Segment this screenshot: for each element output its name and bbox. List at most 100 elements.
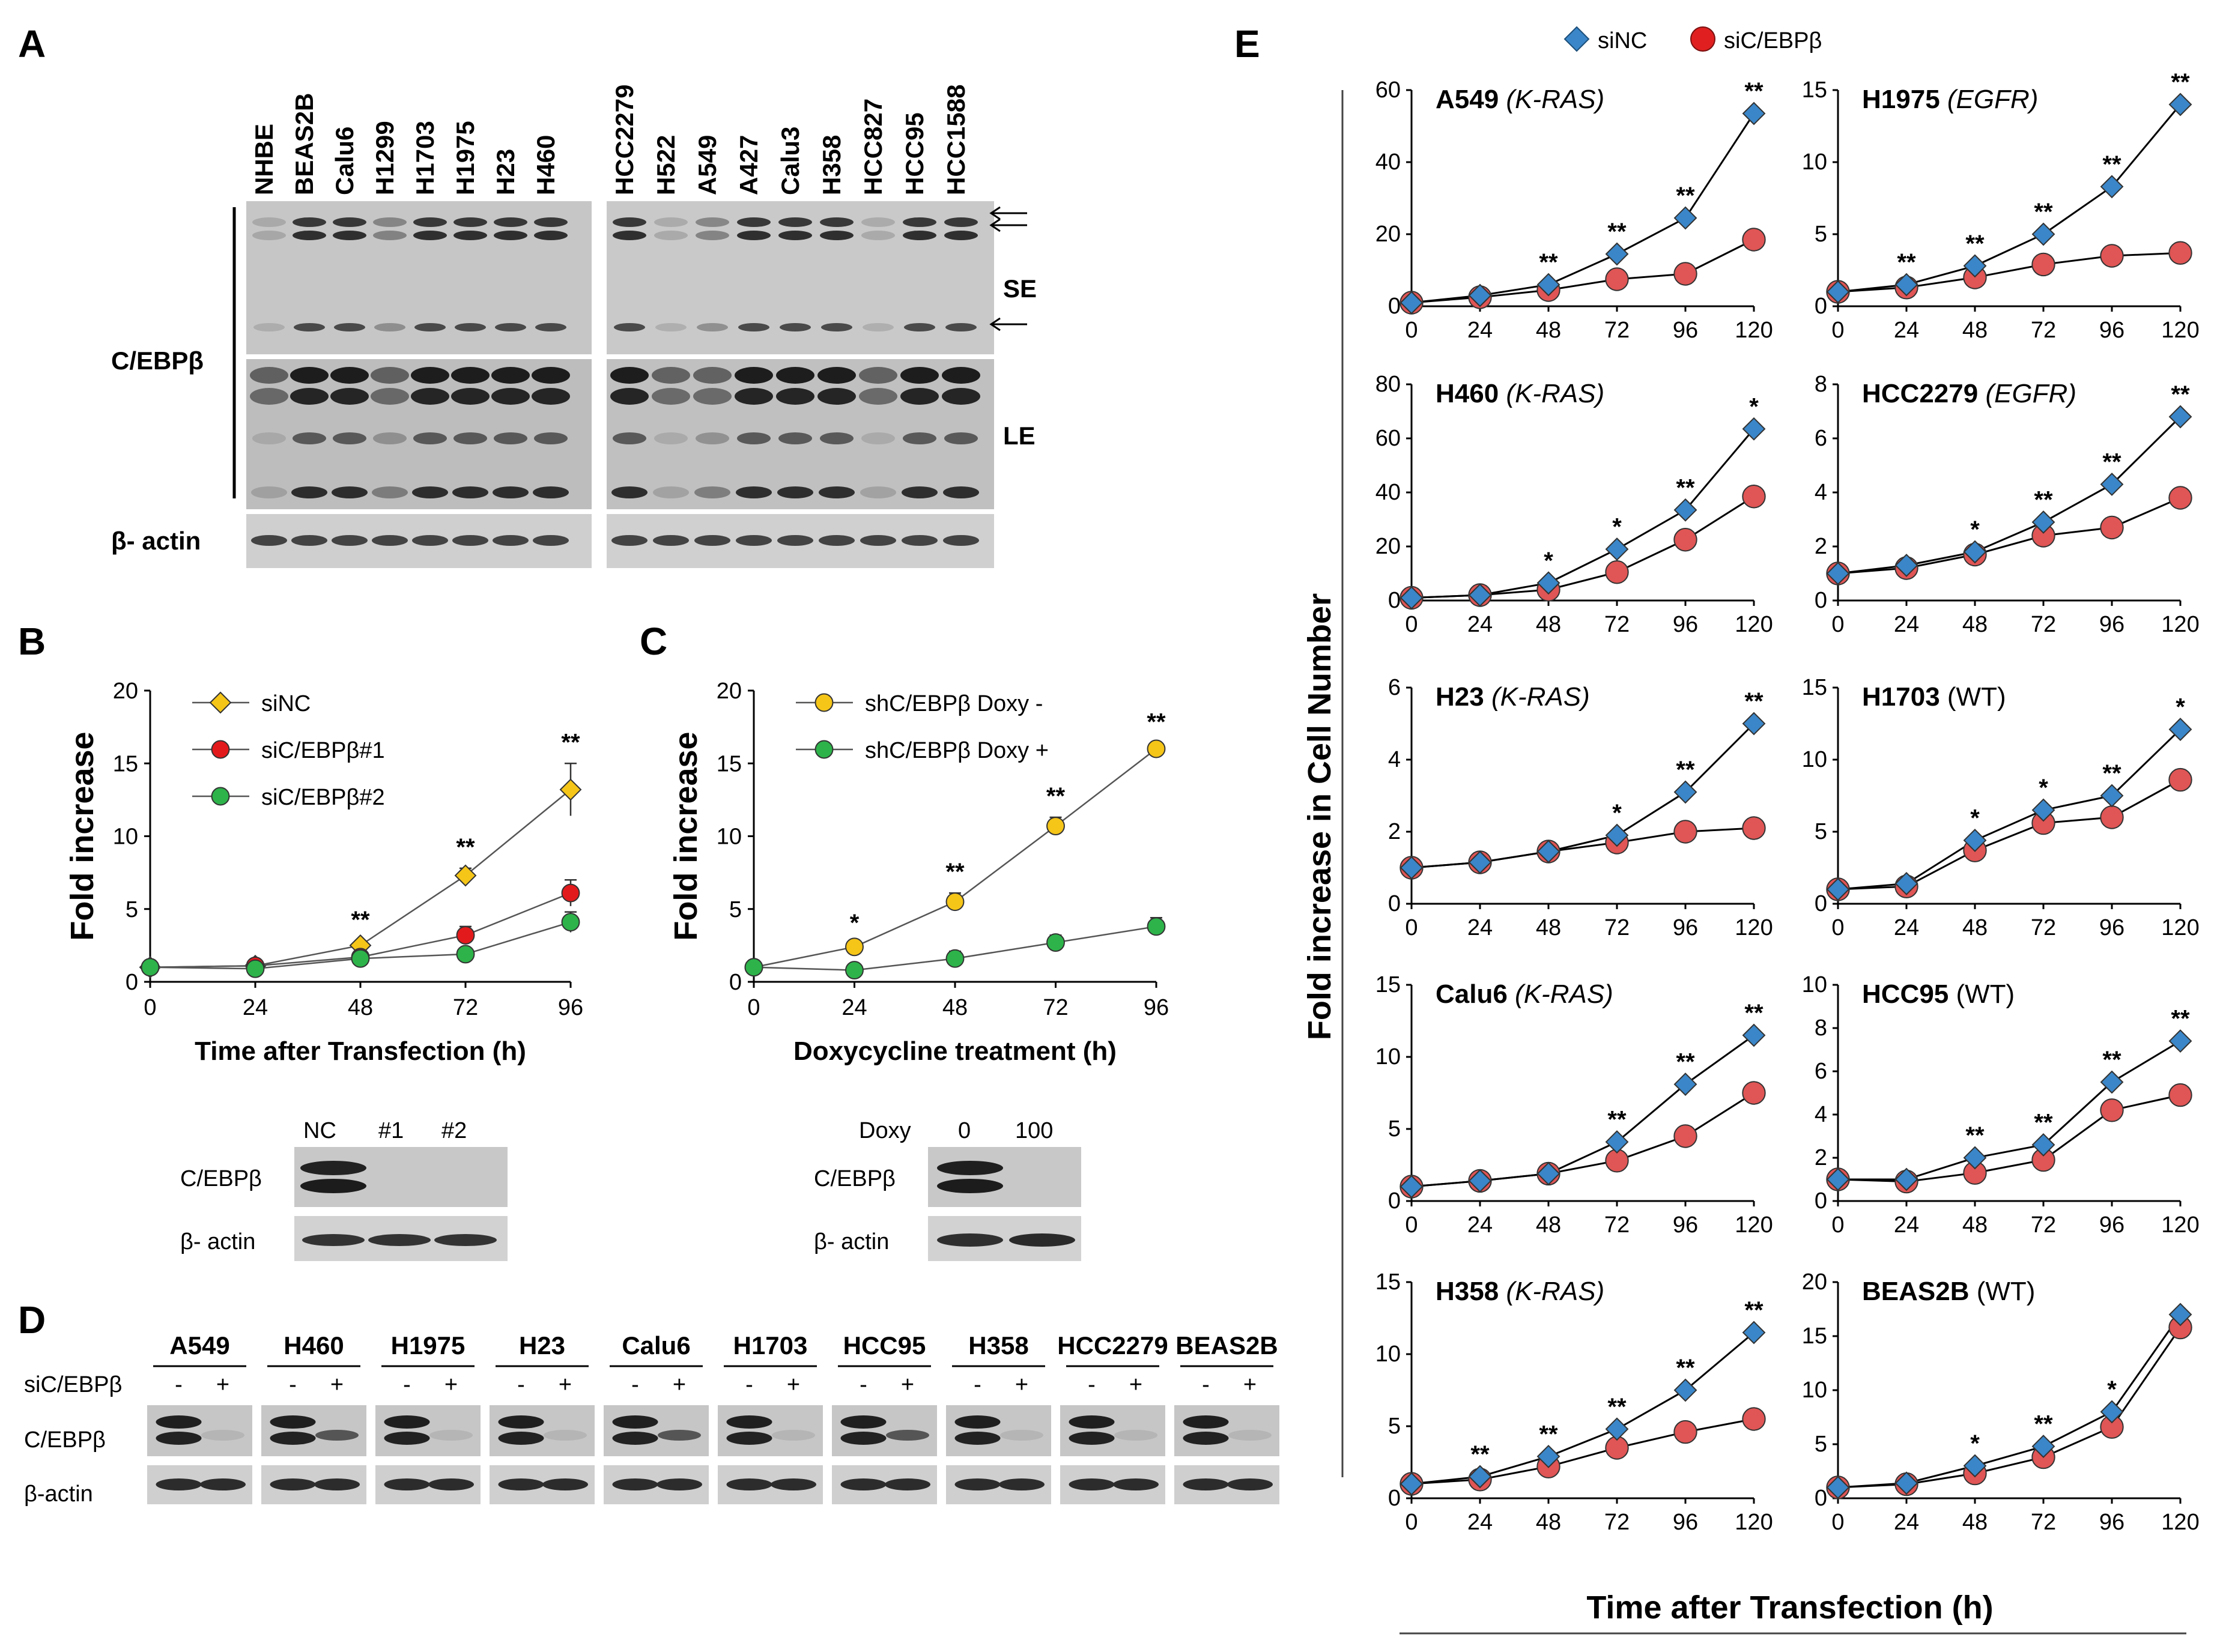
x-tick-label: 0 [1405, 1510, 1418, 1535]
y-tick-label: 6 [1815, 1059, 1827, 1084]
lane-label: H460 [532, 135, 560, 195]
significance-label: ** [561, 729, 580, 755]
legend-marker [814, 693, 834, 712]
lane-label: H358 [817, 135, 846, 195]
plus-label: + [901, 1372, 914, 1397]
panel-e-growth-curves: siNC siC/EBPβ Fold increase in Cell Numb… [1302, 26, 2200, 1635]
x-tick-label: 96 [2099, 612, 2124, 637]
y-tick-label: 15 [1802, 77, 1827, 103]
x-tick-label: 72 [1604, 915, 1630, 940]
plus-label: + [216, 1372, 229, 1397]
band [611, 486, 647, 498]
series-line-sicebpb [1411, 1092, 1754, 1188]
panel-a-western-blot: NHBE BEAS2B Calu6 H1299 H1703 H1975 H23 H460 HCC… [111, 85, 1037, 568]
data-point-sinc [1742, 712, 1766, 736]
band [290, 367, 329, 384]
band [904, 323, 935, 331]
band [494, 231, 527, 240]
y-tick-label: 5 [1388, 1116, 1401, 1142]
y-tick-label: 0 [1815, 1486, 1827, 1511]
legend-marker [211, 740, 230, 759]
y-tick-label: 2 [1815, 534, 1827, 559]
x-tick-label: 24 [1894, 318, 1919, 343]
band [411, 388, 449, 405]
y-tick-label: 8 [1815, 1015, 1827, 1041]
data-point-sinc [1673, 1073, 1697, 1097]
cell-line-label: Calu6 [622, 1331, 690, 1360]
band [737, 217, 771, 227]
band [903, 217, 936, 227]
data-point-sinc [1742, 417, 1766, 441]
significance-label: ** [1539, 249, 1558, 276]
band [1113, 1478, 1159, 1490]
data-point-sinc [1894, 273, 1918, 297]
arrow-icons [989, 206, 1027, 331]
y-tick-label: 5 [729, 897, 742, 922]
band [498, 1432, 544, 1445]
band [655, 323, 687, 331]
significance-label: ** [1539, 1421, 1558, 1447]
chart-title: H1703 (WT) [1862, 682, 2006, 712]
panel-c-blot: Doxy 0 100 C/EBPβ β- actin [814, 1118, 1081, 1261]
arrow-left-icon [989, 218, 1027, 232]
band [821, 323, 852, 331]
chart-title: H460 (K-RAS) [1436, 379, 1604, 408]
cell-line-label: H1703 [733, 1331, 808, 1360]
x-tick-label: 48 [1536, 915, 1561, 940]
band [452, 486, 488, 498]
data-point-sinc [2100, 1070, 2124, 1094]
x-tick-label: 96 [1673, 1510, 1698, 1535]
chart-title: H1975 (EGFR) [1862, 85, 2038, 114]
cell-line-name: BEAS2B [1862, 1277, 1977, 1306]
significance-label: ** [1744, 78, 1764, 104]
significance-label: ** [2171, 1006, 2190, 1032]
data-point-sicebpb [2168, 486, 2192, 510]
band [820, 217, 854, 227]
diamond-icon [1563, 26, 1590, 52]
band [1114, 1430, 1157, 1441]
data-point-sinc [1826, 1167, 1850, 1191]
band [315, 1430, 359, 1441]
y-tick-label: 4 [1815, 1102, 1827, 1127]
legend-marker [814, 740, 834, 759]
data-point-sinc [2100, 1400, 2124, 1424]
x-tick-label: 24 [1467, 318, 1493, 343]
band [726, 1432, 772, 1445]
data-point-sinc [1963, 828, 1987, 852]
y-tick-label: 5 [1388, 1414, 1401, 1439]
data-point-sinc [1468, 1169, 1492, 1193]
significance-label: * [2107, 1376, 2117, 1403]
plus-label: + [1243, 1372, 1257, 1397]
data-point-sicebpb [2031, 252, 2055, 277]
band [859, 367, 897, 384]
band [411, 367, 449, 384]
gene-status: (K-RAS) [1506, 1277, 1604, 1306]
legend-marker [211, 787, 230, 806]
y-tick-label: 5 [126, 897, 138, 922]
data-point-sinc [1468, 1465, 1492, 1489]
data-point-sinc [2168, 1303, 2192, 1327]
y-tick-label: 5 [1815, 1432, 1827, 1457]
band [494, 217, 527, 227]
data-point [246, 959, 265, 978]
panel-label-c: C [640, 620, 667, 663]
significance-label: ** [2102, 760, 2121, 787]
x-tick-label: 120 [2161, 915, 2199, 940]
lane-label: HCC827 [859, 98, 887, 195]
plus-label: + [787, 1372, 800, 1397]
y-tick-label: 0 [1815, 588, 1827, 613]
band [860, 535, 896, 546]
gene-status: (WT) [1956, 979, 2015, 1009]
x-tick-label: 96 [2099, 318, 2124, 343]
band [300, 1179, 366, 1193]
significance-label: * [1970, 1430, 1980, 1457]
data-point-sinc [1536, 840, 1560, 864]
band [780, 323, 811, 331]
band [944, 217, 978, 227]
data-point-sinc [1536, 1161, 1560, 1185]
band [491, 367, 530, 384]
band [694, 486, 730, 498]
blot-b-cebpb [294, 1147, 508, 1207]
significance-label: ** [1607, 219, 1627, 245]
y-tick-label: 6 [1388, 675, 1401, 700]
